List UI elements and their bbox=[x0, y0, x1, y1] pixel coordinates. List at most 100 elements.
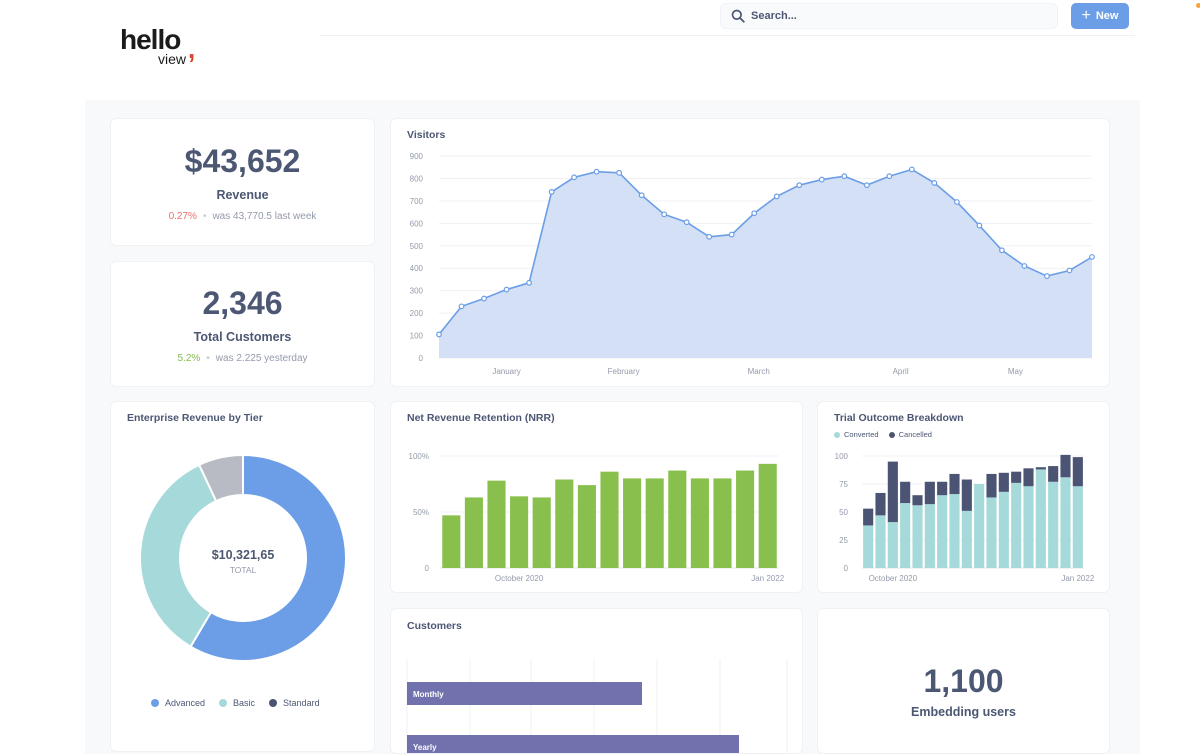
embedding-value: 1,100 bbox=[923, 663, 1004, 699]
y-tick-label: 0 bbox=[419, 354, 424, 363]
converted-bar bbox=[949, 494, 960, 568]
visitors-point bbox=[796, 182, 803, 189]
legend-item-standard[interactable]: Standard bbox=[269, 698, 320, 708]
logo-wordmark: hello bbox=[120, 24, 181, 55]
nrr-bar bbox=[442, 515, 461, 568]
donut-slice-standard[interactable] bbox=[197, 453, 244, 503]
legend-dot bbox=[219, 699, 228, 707]
visitors-point bbox=[1089, 254, 1095, 260]
logo[interactable]: hello , view bbox=[120, 24, 210, 68]
converted-bar bbox=[863, 525, 874, 568]
visitors-point bbox=[503, 286, 510, 293]
donut-slice-advanced[interactable] bbox=[189, 453, 347, 662]
cancelled-bar bbox=[1060, 454, 1071, 478]
visitors-point bbox=[818, 176, 825, 183]
visitors-point bbox=[571, 174, 578, 181]
visitors-point bbox=[751, 210, 758, 217]
converted-bar bbox=[1035, 469, 1046, 568]
legend-dot bbox=[834, 431, 840, 438]
bar-label: Yearly bbox=[413, 743, 437, 752]
visitors-card[interactable]: Visitors 0 100 200 300 400 500 600 700 800 900 Jan… bbox=[390, 118, 1110, 387]
visitors-point bbox=[526, 279, 532, 286]
legend-item-basic[interactable]: Basic bbox=[219, 698, 255, 708]
y-tick-label: 300 bbox=[410, 287, 424, 296]
visitors-point bbox=[548, 189, 555, 195]
donut-slice-basic[interactable] bbox=[138, 463, 218, 649]
x-tick-label: May bbox=[1008, 367, 1023, 376]
customers-value: 2,346 bbox=[202, 285, 283, 321]
customers-bar bbox=[407, 682, 642, 705]
visitors-title: Visitors bbox=[407, 129, 446, 141]
legend-item-converted[interactable]: Converted bbox=[834, 430, 879, 439]
legend-item-advanced[interactable]: Advanced bbox=[151, 698, 205, 708]
legend-item-cancelled[interactable]: Cancelled bbox=[888, 430, 932, 439]
nrr-bar bbox=[758, 463, 777, 568]
y-tick-label: 200 bbox=[410, 309, 424, 318]
legend-label: Advanced bbox=[165, 698, 206, 708]
customers-change-row: 5.2% • was 2.225 yesterday bbox=[111, 353, 374, 364]
tier-title: Enterprise Revenue by Tier bbox=[127, 412, 263, 424]
x-tick-label: February bbox=[608, 367, 640, 376]
converted-bar bbox=[937, 495, 948, 568]
nrr-card[interactable]: Net Revenue Retention (NRR) 0 50% 100% Octo… bbox=[390, 401, 803, 593]
search-input[interactable] bbox=[751, 10, 1051, 22]
converted-bar bbox=[887, 522, 898, 568]
y-tick-label: 500 bbox=[410, 242, 424, 251]
revenue-card[interactable]: $43,652 Revenue 0.27% • was 43,770.5 last … bbox=[110, 118, 375, 246]
cancelled-bar bbox=[937, 481, 948, 496]
customers-change: 5.2% bbox=[177, 353, 201, 364]
nrr-chart: 0 50% 100% October 2020 Jan 2022 bbox=[409, 452, 785, 583]
plus-icon: + bbox=[1081, 7, 1091, 24]
visitors-line bbox=[438, 168, 1093, 335]
legend-dot bbox=[888, 431, 895, 438]
header-divider bbox=[320, 35, 1135, 36]
revenue-change-row: 0.27% • was 43,770.5 last week bbox=[111, 211, 374, 222]
legend-dot bbox=[269, 699, 278, 707]
visitors-point bbox=[683, 219, 690, 226]
customers-chart-card[interactable]: Customers Monthly Yearly bbox=[390, 608, 803, 754]
legend-label: Standard bbox=[283, 698, 320, 708]
x-tick-label: January bbox=[492, 367, 520, 376]
visitors-point bbox=[1044, 273, 1050, 279]
nrr-bar bbox=[690, 478, 709, 568]
customers-chart-title: Customers bbox=[407, 620, 462, 632]
visitors-point bbox=[1066, 267, 1073, 274]
separator-dot: • bbox=[206, 353, 210, 364]
cancelled-bar bbox=[1011, 471, 1022, 483]
visitors-point bbox=[931, 180, 938, 186]
trial-card[interactable]: Trial Outcome Breakdown Converted Cancel… bbox=[817, 401, 1110, 593]
nrr-bar bbox=[532, 497, 551, 568]
legend-dot bbox=[151, 699, 159, 707]
search-bar[interactable] bbox=[720, 3, 1058, 29]
y-tick-label: 800 bbox=[410, 174, 424, 183]
visitors-point bbox=[773, 193, 780, 200]
converted-bar bbox=[1023, 486, 1034, 568]
visitors-point bbox=[976, 222, 983, 229]
customers-kpi-card[interactable]: 2,346 Total Customers 5.2% • was 2.225 yes… bbox=[110, 261, 375, 387]
tier-card[interactable]: Enterprise Revenue by Tier $10,321,65 TO… bbox=[110, 401, 375, 752]
tier-donut-chart: $10,321,65 TOTAL bbox=[138, 453, 347, 662]
trial-legend: Converted Cancelled bbox=[834, 430, 932, 439]
donut-total-value: $10,321,65 bbox=[212, 548, 275, 562]
visitors-point bbox=[999, 247, 1005, 254]
converted-bar bbox=[912, 505, 923, 568]
converted-bar bbox=[1072, 486, 1083, 568]
new-button[interactable]: + New bbox=[1071, 3, 1129, 29]
x-tick-label: October 2020 bbox=[869, 574, 918, 583]
nrr-title: Net Revenue Retention (NRR) bbox=[407, 412, 555, 424]
search-icon bbox=[731, 9, 745, 23]
customers-bar-chart: Monthly Yearly bbox=[406, 659, 788, 753]
embedding-card[interactable]: 1,100 Embedding users bbox=[817, 608, 1110, 754]
visitors-point bbox=[638, 192, 645, 199]
bar-label: Monthly bbox=[413, 690, 444, 699]
cancelled-bar bbox=[1072, 457, 1083, 487]
y-tick-label: 100 bbox=[835, 452, 849, 461]
visitors-area bbox=[439, 169, 1092, 358]
visitors-point bbox=[1021, 263, 1028, 269]
logo-comma: , bbox=[188, 34, 196, 64]
donut-total-label: TOTAL bbox=[230, 565, 257, 575]
y-tick-label: 0 bbox=[844, 564, 849, 573]
converted-bar bbox=[900, 503, 911, 568]
converted-bar bbox=[924, 504, 935, 568]
y-tick-label: 75 bbox=[839, 480, 848, 489]
